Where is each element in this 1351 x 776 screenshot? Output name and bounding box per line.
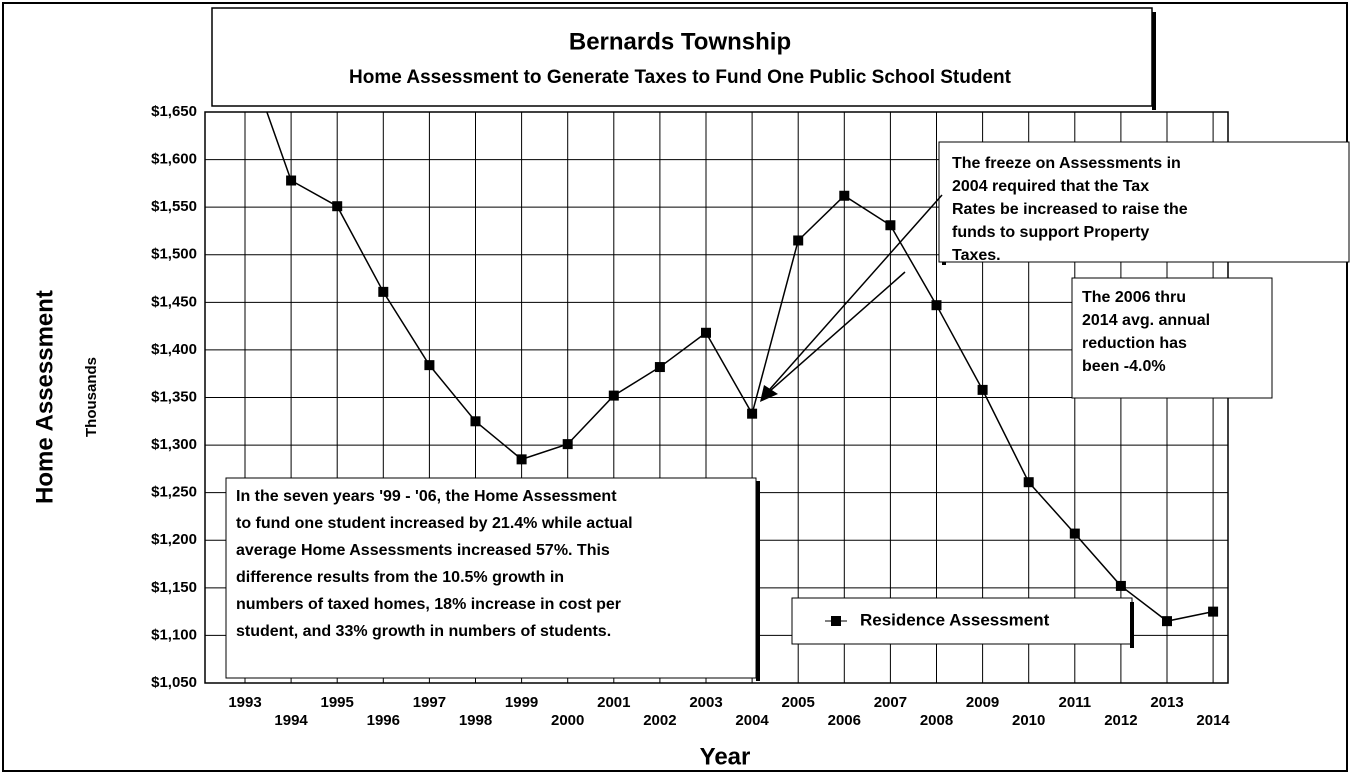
annotation-text: In the seven years '99 - '06, the Home A… — [236, 488, 617, 505]
x-tick-label: 1994 — [274, 712, 308, 729]
x-tick-label: 2005 — [782, 694, 815, 711]
x-tick-label: 2010 — [1012, 712, 1045, 729]
shadow — [1130, 602, 1134, 648]
arrow-head — [760, 385, 778, 402]
y-tick-label: $1,400 — [151, 341, 197, 358]
annotation-text: student, and 33% growth in numbers of st… — [236, 623, 611, 640]
x-tick-label: 1999 — [505, 694, 538, 711]
x-axis-label: Year — [700, 743, 751, 770]
x-tick-label: 1998 — [459, 712, 492, 729]
x-tick-label: 2002 — [643, 712, 676, 729]
y-tick-label: $1,550 — [151, 198, 197, 215]
marker — [654, 362, 665, 373]
marker — [931, 300, 942, 311]
marker — [378, 286, 389, 297]
title-box — [211, 7, 1153, 107]
y-tick-label: $1,350 — [151, 388, 197, 405]
legend-items: Residence Assessment — [825, 610, 1050, 629]
y-tick-label: $1,650 — [151, 103, 197, 120]
y-tick-label: $1,450 — [151, 293, 197, 310]
annotation-box — [938, 141, 1350, 263]
annotation-text: The 2006 thru — [1082, 289, 1186, 306]
y-tick-label: $1,050 — [151, 674, 197, 691]
marker — [701, 327, 711, 338]
annotation-text: been -4.0% — [1082, 358, 1166, 375]
annotation-text: average Home Assessments increased 57%. … — [236, 542, 610, 559]
marker — [332, 201, 343, 212]
shadow — [1152, 12, 1156, 110]
annotation-text: Rates be increased to raise the — [952, 201, 1188, 218]
annotation-text: difference results from the 10.5% growth… — [236, 569, 564, 586]
annotation-text: funds to support Property — [952, 224, 1149, 241]
marker — [470, 416, 481, 427]
annotation-text: reduction has — [1082, 335, 1187, 352]
x-tick-label: 2012 — [1104, 712, 1137, 729]
marker — [1069, 528, 1080, 539]
marker — [1115, 580, 1126, 591]
chart-subtitle: Home Assessment to Generate Taxes to Fun… — [349, 67, 1012, 88]
x-tick-label: 2003 — [689, 694, 722, 711]
annotation-text: 2014 avg. annual — [1082, 312, 1210, 329]
marker — [1162, 616, 1172, 627]
x-tick-label: 2000 — [551, 712, 584, 729]
arrow — [761, 271, 906, 399]
marker — [1208, 606, 1219, 617]
y-tick-label: $1,250 — [151, 484, 197, 501]
annotation-box — [1071, 277, 1273, 399]
y-tick-label: $1,600 — [151, 151, 197, 168]
legend-marker — [831, 616, 841, 626]
plot — [266, 112, 1219, 627]
y-tick-label: $1,300 — [151, 436, 197, 453]
x-tick-label: 1997 — [413, 694, 446, 711]
x-tick-label: 2001 — [597, 694, 630, 711]
annotation-text: Taxes. — [952, 247, 1001, 264]
marker — [562, 439, 573, 450]
y-unit-label: Thousands — [83, 357, 100, 437]
x-tick-label: 2009 — [966, 694, 999, 711]
y-tick-label: $1,100 — [151, 626, 197, 643]
marker — [286, 175, 297, 186]
y-tick-label: $1,500 — [151, 246, 197, 263]
legend — [791, 597, 1133, 645]
marker — [424, 360, 435, 371]
annotation-text: 2004 required that the Tax — [952, 178, 1149, 195]
x-tick-label: 2008 — [920, 712, 953, 729]
legend-label: Residence Assessment — [860, 610, 1050, 629]
x-tick-label: 2014 — [1196, 712, 1230, 729]
marker — [839, 190, 850, 201]
series-line — [266, 112, 1214, 622]
marker — [608, 390, 619, 401]
x-tick-label: 2004 — [735, 712, 769, 729]
y-tick-label: $1,200 — [151, 531, 197, 548]
annotation-text: numbers of taxed homes, 18% increase in … — [236, 596, 621, 613]
annotation-box — [225, 477, 757, 679]
annotation-text: to fund one student increased by 21.4% w… — [236, 515, 633, 532]
y-tick-label: $1,150 — [151, 579, 197, 596]
arrow — [761, 194, 943, 399]
marker — [516, 454, 527, 465]
chart-title: Bernards Township — [569, 28, 791, 55]
x-tick-label: 1993 — [228, 694, 261, 711]
annotation-text: The freeze on Assessments in — [952, 155, 1181, 172]
x-tick-label: 1996 — [367, 712, 400, 729]
marker — [885, 220, 896, 231]
marker — [1023, 477, 1034, 488]
marker — [793, 235, 804, 246]
x-tick-label: 2006 — [828, 712, 861, 729]
marker — [747, 408, 758, 419]
marker — [977, 384, 988, 395]
x-tick-label: 2013 — [1150, 694, 1183, 711]
shadow — [756, 481, 760, 681]
y-axis-label: Home Assessment — [31, 290, 58, 504]
x-tick-label: 1995 — [321, 694, 354, 711]
x-tick-label: 2007 — [874, 694, 907, 711]
x-tick-label: 2011 — [1059, 694, 1092, 711]
